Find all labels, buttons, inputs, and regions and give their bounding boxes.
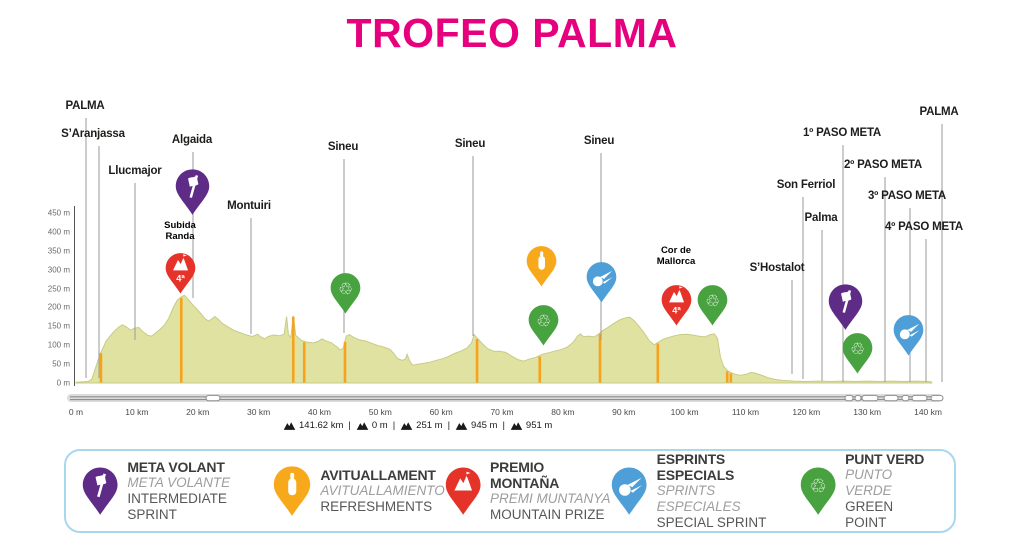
legend-text: ESPRINTS ESPECIALS SPRINTS ESPECIALES SPEC… [657, 451, 800, 531]
legend-item-esprints-especials: ESPRINTS ESPECIALS SPRINTS ESPECIALES SPEC… [611, 451, 799, 531]
elevation-profile [75, 294, 933, 384]
legend-item-avituallament: AVITUALLAMENT AVITUALLAMIENTO REFRESHMENTS [273, 465, 445, 517]
stat-item: 141.62 km [283, 420, 343, 431]
legend-text: PREMIO MONTAÑA PREMI MUNTANYA MOUNTAIN PRI… [490, 459, 611, 523]
total-distance-icon [283, 421, 296, 430]
legend-label: SPRINTS ESPECIALES [656, 483, 741, 514]
legend-label: REFRESHMENTS [320, 499, 433, 514]
legend-item-meta-volant: META VOLANT META VOLANTE INTERMEDIATE SPRI… [82, 459, 273, 523]
max-altitude-icon [400, 421, 413, 430]
legend-label: META VOLANT [127, 459, 225, 475]
roundabout-mark [844, 394, 854, 402]
legend-label: AVITUALLAMIENTO [320, 483, 445, 498]
roundabout-mark [861, 394, 879, 402]
roundabout-mark [901, 394, 910, 402]
esprints-especials-legend-icon [612, 467, 647, 515]
roundabout-mark [930, 394, 944, 402]
stat-value: 0 m [371, 420, 388, 431]
legend-label: GREEN POINT [845, 499, 894, 530]
avituallament-legend-icon [274, 466, 311, 516]
punt-verd-legend-icon: ♲ [800, 467, 836, 515]
total-ascent-icon [455, 421, 468, 430]
stat-item: 0 m [356, 420, 388, 431]
roundabout-mark [205, 394, 221, 402]
legend-label: PUNTO VERDE [845, 467, 893, 498]
stat-value: 141.62 km [299, 420, 344, 431]
stat-separator: | [502, 420, 505, 431]
legend-label: SPECIAL SPRINT [656, 515, 767, 530]
stat-value: 251 m [416, 420, 443, 431]
page-title: TROFEO PALMA [346, 10, 678, 56]
total-descent-icon [510, 421, 523, 430]
legend-text: PUNT VERD PUNTO VERDE GREEN POINT [845, 451, 938, 531]
stat-value: 951 m [525, 420, 553, 431]
stat-separator: | [348, 420, 351, 431]
legend-label: META VOLANTE [127, 475, 231, 490]
legend: META VOLANT META VOLANTE INTERMEDIATE SPRI… [64, 449, 956, 533]
stat-separator: | [392, 420, 396, 431]
stat-separator: | [447, 420, 451, 431]
premio-montana-legend-icon [445, 467, 481, 515]
road-bar [67, 394, 942, 402]
legend-label: PREMIO MONTAÑA [490, 459, 560, 491]
stat-item: 251 m [400, 420, 443, 431]
meta-volant-legend-icon [82, 467, 118, 515]
legend-label: PUNT VERD [845, 451, 925, 467]
legend-text: META VOLANT META VOLANTE INTERMEDIATE SPRI… [127, 459, 273, 523]
legend-label: ESPRINTS ESPECIALS [656, 451, 735, 483]
stat-item: 951 m [510, 420, 552, 431]
stat-item: 945 m [455, 420, 497, 431]
legend-item-punt-verd: ♲ PUNT VERD PUNTO VERDE GREEN POINT [800, 451, 938, 531]
roundabout-mark [883, 394, 899, 402]
roundabout-mark [854, 394, 862, 402]
legend-text: AVITUALLAMENT AVITUALLAMIENTO REFRESHMENTS [320, 467, 444, 515]
legend-label: MOUNTAIN PRIZE [490, 507, 605, 522]
legend-item-premio-montana: PREMIO MONTAÑA PREMI MUNTANYA MOUNTAIN PRI… [445, 459, 612, 523]
stat-value: 945 m [471, 420, 498, 431]
svg-text:♲: ♲ [809, 474, 826, 497]
legend-label: AVITUALLAMENT [320, 467, 436, 483]
min-altitude-icon [356, 421, 369, 430]
roundabout-mark [911, 394, 928, 402]
legend-label: PREMI MUNTANYA [490, 491, 611, 506]
route-stats: 141.62 km | 0 m | 251 m | 945 m | 951 m [283, 420, 552, 431]
legend-label: INTERMEDIATE SPRINT [127, 491, 227, 522]
